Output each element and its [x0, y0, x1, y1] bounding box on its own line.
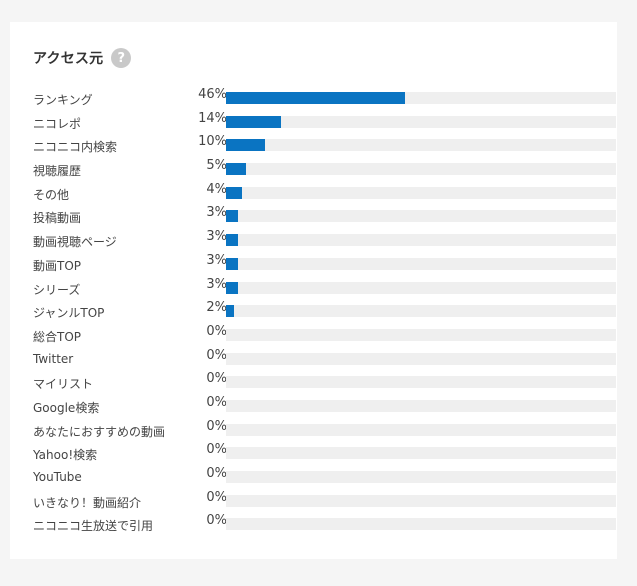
source-row: あなたにおすすめの動画 0% [33, 418, 616, 442]
percent-bar-track [226, 281, 616, 294]
percent-bar-track [226, 257, 616, 270]
source-percent: 0% [206, 371, 227, 387]
card-header: アクセス元 ? [33, 48, 132, 68]
source-percent: 3% [206, 229, 227, 245]
percent-bar-track [226, 447, 616, 460]
source-row: ニコニコ生放送で引用 0% [33, 512, 616, 536]
percent-bar-fill [226, 139, 265, 152]
source-percent: 46% [198, 87, 227, 102]
source-row: 動画視聴ページ 3% [33, 228, 616, 252]
card-title: アクセス元 [33, 51, 104, 67]
percent-bar-fill [226, 257, 238, 270]
source-row: Google検索 0% [33, 394, 616, 418]
source-label: Yahoo!検索 [33, 448, 98, 463]
percent-bar-track [226, 92, 616, 104]
source-label: 総合TOP [33, 329, 82, 344]
source-percent: 0% [206, 418, 227, 434]
source-label: 動画視聴ページ [33, 235, 117, 250]
percent-bar-track [226, 234, 616, 247]
source-percent: 3% [206, 276, 227, 292]
percent-bar-fill [226, 92, 406, 104]
source-label: ジャンルTOP [33, 306, 105, 321]
source-label: ニコレポ [33, 116, 82, 131]
source-label: ランキング [33, 93, 93, 107]
percent-bar-track [226, 186, 616, 199]
percent-bar-fill [226, 186, 242, 199]
source-label: その他 [33, 187, 70, 202]
source-row: ニコニコ内検索 10% [33, 133, 616, 157]
source-row: 動画TOP 3% [33, 252, 616, 276]
percent-bar-track [226, 210, 616, 223]
source-row: Twitter 0% [33, 347, 616, 371]
source-row: いきなり！動画紹介 0% [33, 489, 616, 513]
source-row: ニコレポ 14% [33, 110, 616, 134]
source-percent: 2% [206, 300, 227, 316]
source-percent: 0% [206, 513, 227, 529]
percent-bar-track [226, 423, 616, 436]
source-percent: 0% [206, 442, 227, 458]
source-label: 動画TOP [33, 258, 82, 273]
percent-bar-track [226, 399, 616, 412]
source-row: 投稿動画 3% [33, 204, 616, 228]
source-label: Twitter [33, 351, 74, 366]
source-percent: 0% [206, 347, 227, 363]
source-label: マイリスト [33, 377, 94, 392]
source-percent: 0% [206, 466, 227, 481]
source-percent: 14% [198, 110, 227, 126]
percent-bar-fill [226, 210, 238, 223]
source-row: YouTube 0% [33, 465, 616, 489]
percent-bar-track [226, 163, 616, 176]
percent-bar-track [226, 376, 616, 389]
source-percent: 0% [206, 394, 227, 410]
source-label: ニコニコ内検索 [33, 140, 118, 155]
source-row: ランキング 46% [33, 86, 616, 110]
percent-bar-fill [226, 234, 238, 247]
access-source-card: アクセス元 ? ランキング 46% ニコレポ 14% ニコニコ内検索 10% 視聴履歴 5% そ… [10, 22, 617, 559]
percent-bar-track [226, 328, 616, 341]
percent-bar-track [226, 115, 616, 128]
percent-bar-track [226, 305, 616, 318]
percent-bar-track [226, 494, 616, 507]
source-label: Google検索 [33, 400, 100, 415]
source-label: あなたにおすすめの動画 [33, 424, 166, 439]
source-label: 投稿動画 [33, 211, 82, 226]
source-label: いきなり！動画紹介 [33, 495, 142, 510]
percent-bar-track [226, 352, 616, 365]
source-row: シリーズ 3% [33, 276, 616, 300]
source-row: 総合TOP 0% [33, 323, 616, 347]
percent-bar-track [226, 471, 616, 483]
source-row: マイリスト 0% [33, 370, 616, 394]
percent-bar-fill [226, 163, 246, 176]
percent-bar-fill [226, 115, 281, 128]
source-row: その他 4% [33, 181, 616, 205]
source-percent: 5% [206, 158, 227, 174]
source-percent: 10% [198, 134, 227, 150]
source-label: ニコニコ生放送で引用 [33, 519, 154, 534]
source-percent: 3% [206, 252, 227, 268]
source-percent: 0% [206, 489, 227, 505]
help-icon[interactable]: ? [111, 48, 132, 68]
source-label: 視聴履歴 [33, 164, 82, 179]
source-percent: 3% [206, 205, 227, 221]
access-source-list: ランキング 46% ニコレポ 14% ニコニコ内検索 10% 視聴履歴 5% その他 4% 投稿動画… [33, 86, 616, 536]
source-row: ジャンルTOP 2% [33, 299, 616, 323]
source-percent: 4% [206, 181, 227, 197]
source-row: 視聴履歴 5% [33, 157, 616, 181]
source-label: シリーズ [33, 282, 81, 297]
percent-bar-fill [226, 305, 234, 318]
percent-bar-track [226, 518, 616, 531]
percent-bar-track [226, 139, 616, 152]
source-label: YouTube [33, 470, 82, 484]
source-percent: 0% [206, 323, 227, 339]
percent-bar-fill [226, 281, 238, 294]
source-row: Yahoo!検索 0% [33, 441, 616, 465]
